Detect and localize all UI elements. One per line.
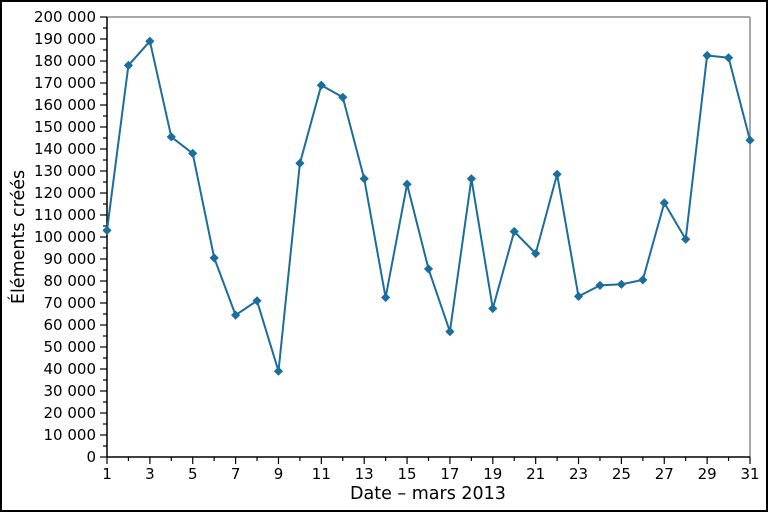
- x-tick-label: 31: [740, 465, 759, 483]
- x-tick-label: 13: [355, 465, 374, 483]
- data-point-marker: [466, 174, 476, 184]
- data-point-marker: [573, 291, 584, 301]
- y-tick-label: 170 000: [34, 74, 96, 92]
- x-tick-label: 17: [440, 465, 459, 483]
- data-point-marker: [595, 280, 605, 290]
- x-tick-label: 21: [526, 465, 545, 483]
- data-point-marker: [188, 148, 198, 158]
- data-point-marker: [531, 248, 541, 259]
- x-tick-label: 27: [655, 465, 674, 483]
- y-tick-label: 20 000: [44, 404, 97, 422]
- data-point-marker: [123, 60, 134, 70]
- y-tick-label: 40 000: [44, 360, 97, 378]
- x-axis-title: Date – mars 2013: [350, 484, 506, 504]
- x-tick-label: 9: [274, 465, 284, 483]
- y-tick-label: 50 000: [44, 338, 97, 356]
- x-tick-label: 11: [312, 465, 331, 483]
- data-point-marker: [659, 198, 669, 208]
- x-tick-label: 19: [483, 465, 502, 483]
- x-tick-label: 1: [102, 465, 112, 483]
- x-tick-label: 23: [569, 465, 588, 483]
- y-tick-label: 140 000: [34, 140, 96, 158]
- data-point-marker: [445, 327, 455, 337]
- data-point-marker: [316, 80, 326, 90]
- x-tick-label: 5: [188, 465, 198, 483]
- data-point-marker: [745, 135, 755, 145]
- data-point-marker: [381, 292, 391, 303]
- data-point-marker: [723, 53, 734, 63]
- data-point-marker: [638, 275, 648, 285]
- y-tick-label: 120 000: [34, 184, 96, 202]
- data-point-marker: [509, 226, 519, 237]
- y-tick-label: 90 000: [44, 250, 97, 268]
- y-tick-label: 160 000: [34, 96, 96, 114]
- data-point-marker: [338, 92, 348, 102]
- data-point-marker: [423, 264, 434, 274]
- data-point-marker: [231, 310, 241, 320]
- y-axis-title: Éléments créés: [7, 170, 29, 304]
- y-tick-label: 190 000: [34, 30, 96, 48]
- data-point-marker: [102, 225, 112, 235]
- y-tick-label: 70 000: [44, 294, 97, 312]
- data-point-marker: [402, 179, 412, 189]
- y-tick-label: 110 000: [34, 206, 96, 224]
- y-tick-label: 130 000: [34, 162, 96, 180]
- data-point-marker: [145, 36, 155, 46]
- series-layer: [102, 36, 755, 376]
- y-tick-label: 180 000: [34, 52, 96, 70]
- y-tick-label: 200 000: [34, 8, 96, 26]
- y-tick-label: 60 000: [44, 316, 97, 334]
- data-point-marker: [681, 234, 691, 244]
- axes-layer: 0 10 000 20 000 30 000 40 000 50 000 60 000 70 …: [34, 8, 760, 483]
- data-point-marker: [166, 132, 176, 142]
- x-tick-label: 29: [698, 465, 717, 483]
- y-tick-label: 150 000: [34, 118, 96, 136]
- data-point-marker: [552, 169, 562, 179]
- data-point-marker: [488, 303, 498, 314]
- data-line: [106, 40, 751, 373]
- x-tick-label: 25: [612, 465, 631, 483]
- data-point-marker: [252, 296, 262, 306]
- data-point-marker: [702, 50, 712, 61]
- data-point-marker: [295, 158, 305, 168]
- data-point-marker: [359, 174, 369, 184]
- data-point-marker: [616, 279, 626, 289]
- data-point-marker: [273, 366, 284, 376]
- y-tick-label: 0: [86, 448, 96, 466]
- y-tick-label: 80 000: [44, 272, 97, 290]
- x-tick-label: 7: [231, 465, 241, 483]
- x-tick-label: 3: [145, 465, 155, 483]
- y-tick-label: 10 000: [44, 426, 97, 444]
- x-tick-label: 15: [398, 465, 417, 483]
- y-tick-label: 100 000: [34, 228, 96, 246]
- data-point-marker: [209, 253, 219, 263]
- y-tick-label: 30 000: [44, 382, 97, 400]
